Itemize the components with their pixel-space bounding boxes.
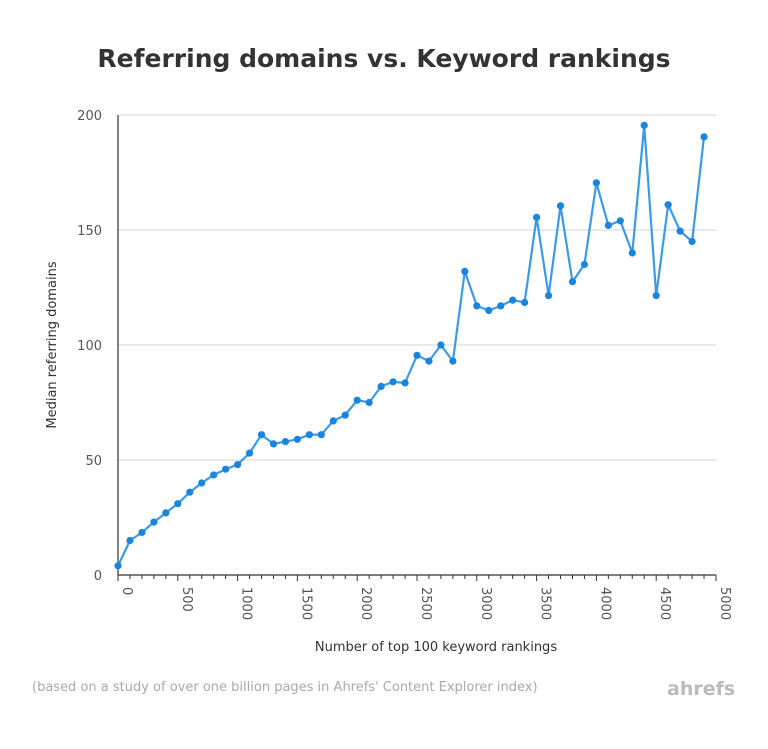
data-point [688,237,696,246]
data-point [544,291,553,300]
data-point [317,431,325,439]
x-tick-label: 3500 [538,587,553,620]
x-tick-label: 3000 [478,587,493,620]
data-point [365,398,373,407]
ahrefs-logo: ahrefs [667,678,736,700]
data-point [700,133,708,141]
data-point [509,296,517,304]
data-point [138,528,146,537]
x-tick-label: 0 [119,587,134,595]
data-point [568,278,577,286]
data-point [628,249,636,257]
data-point [353,396,361,404]
data-point [592,179,601,187]
data-point [652,291,660,300]
data-point [533,213,541,221]
data-point [604,221,612,229]
data-point [640,121,648,129]
data-point [521,298,529,307]
y-tick-label: 0 [94,569,102,584]
data-point [126,536,134,545]
y-tick-label: 150 [77,224,102,239]
data-point [222,465,230,473]
data-point [174,500,182,508]
x-tick-label: 2000 [358,587,373,620]
data-point [269,440,278,448]
x-tick-label: 1000 [239,587,254,620]
data-point [425,357,433,365]
data-point [305,431,313,439]
data-point [377,382,385,390]
data-point [257,431,266,439]
x-axis-label: Number of top 100 keyword rankings [315,640,557,655]
data-point [114,562,122,570]
data-point [234,461,242,469]
data-point [580,260,589,269]
data-point [449,357,457,365]
data-point [150,518,158,526]
data-point [556,202,565,210]
y-tick-label: 200 [77,109,102,124]
x-tick-label: 4500 [657,587,672,620]
chart-title: Referring domains vs. Keyword rankings [97,44,671,73]
data-point [162,509,170,517]
data-point [676,227,684,235]
data-point [461,267,469,275]
x-tick-label: 2500 [418,587,433,620]
x-tick-label: 500 [179,587,194,612]
data-point [389,378,397,386]
y-tick-label: 50 [85,454,102,469]
data-point [664,201,672,209]
x-tick-label: 5000 [717,587,732,620]
y-axis-label: Median referring domains [45,261,60,428]
data-point [329,417,337,425]
data-point [485,306,493,315]
data-point [186,488,194,496]
x-tick-label: 1500 [298,587,313,620]
data-point [497,302,505,310]
data-point [413,351,421,359]
data-point [293,435,301,443]
x-tick-label: 4000 [597,587,612,620]
data-point [437,341,445,349]
data-point [210,471,218,479]
data-point [341,411,349,419]
data-point [473,302,481,310]
data-point [245,449,254,457]
y-tick-label: 100 [77,339,102,354]
footnote: (based on a study of over one billion pa… [32,680,538,695]
data-point [198,479,206,487]
data-point [281,438,290,446]
data-point [616,217,624,225]
data-point [401,379,409,387]
